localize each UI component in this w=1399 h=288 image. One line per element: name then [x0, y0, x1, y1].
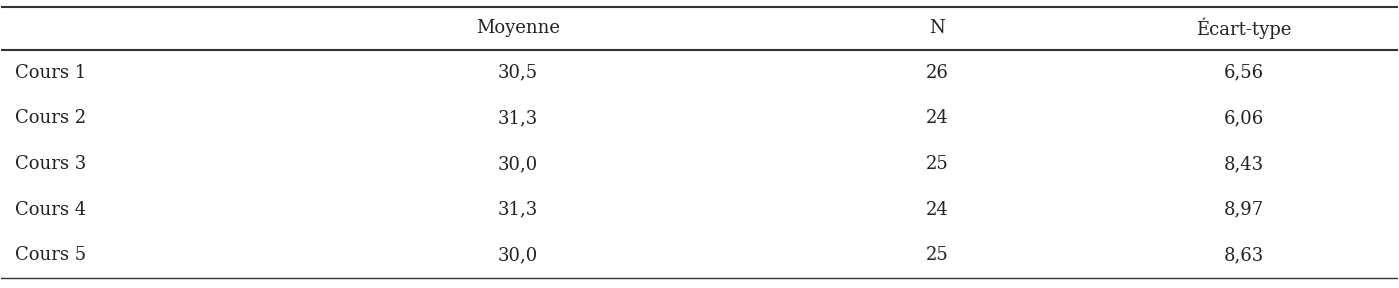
Text: 6,56: 6,56: [1224, 64, 1265, 82]
Text: 30,0: 30,0: [498, 246, 539, 264]
Text: Cours 2: Cours 2: [15, 109, 87, 127]
Text: 8,43: 8,43: [1224, 155, 1265, 173]
Text: 24: 24: [926, 201, 949, 219]
Text: 6,06: 6,06: [1224, 109, 1265, 127]
Text: 30,5: 30,5: [498, 64, 539, 82]
Text: Cours 4: Cours 4: [15, 201, 87, 219]
Text: 31,3: 31,3: [498, 201, 539, 219]
Text: 25: 25: [926, 155, 949, 173]
Text: Moyenne: Moyenne: [476, 20, 560, 37]
Text: 31,3: 31,3: [498, 109, 539, 127]
Text: 26: 26: [925, 64, 949, 82]
Text: 24: 24: [926, 109, 949, 127]
Text: Cours 1: Cours 1: [15, 64, 87, 82]
Text: Cours 5: Cours 5: [15, 246, 87, 264]
Text: Cours 3: Cours 3: [15, 155, 87, 173]
Text: Écart-type: Écart-type: [1196, 18, 1291, 39]
Text: 30,0: 30,0: [498, 155, 539, 173]
Text: 8,63: 8,63: [1224, 246, 1265, 264]
Text: 25: 25: [926, 246, 949, 264]
Text: N: N: [929, 20, 944, 37]
Text: 8,97: 8,97: [1224, 201, 1265, 219]
